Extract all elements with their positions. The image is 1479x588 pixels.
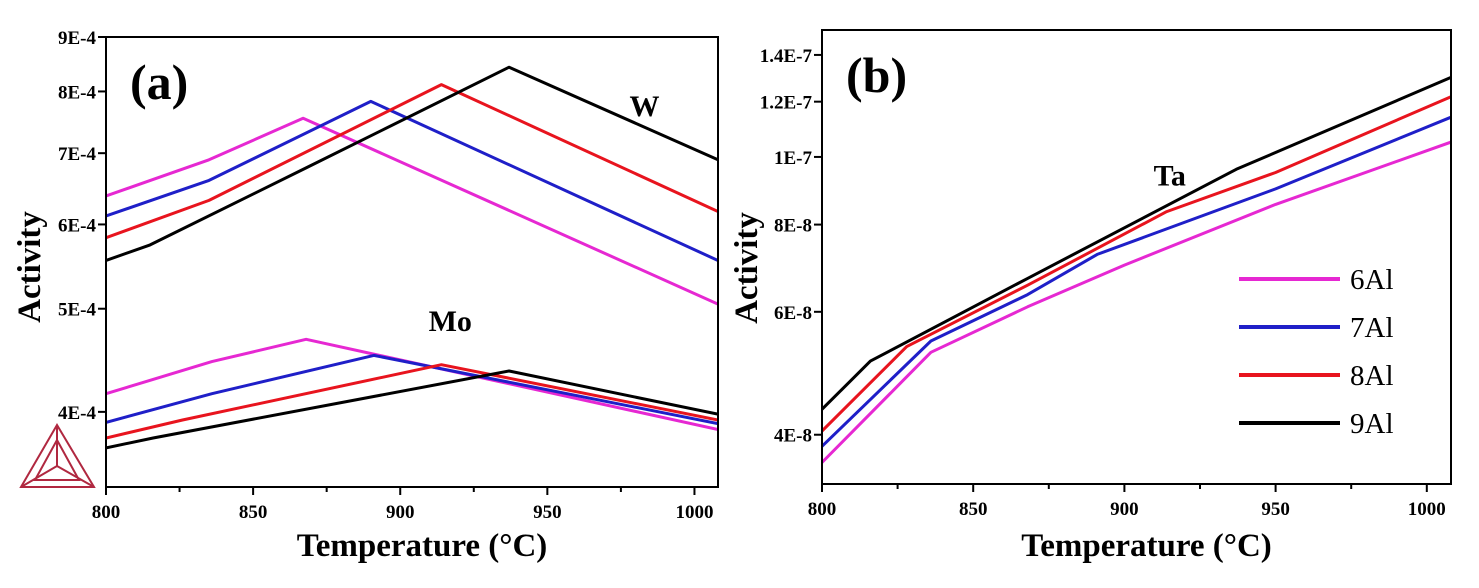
panel-a-panel-label: (a) [130, 54, 188, 110]
panel-a-ytick-label: 9E-4 [58, 28, 97, 49]
panel-a-series-w-7al [106, 99, 718, 262]
logo-spoke [20, 465, 58, 488]
panel-a-xtick-label: 900 [386, 502, 415, 523]
panel-a-annotation-mo: Mo [429, 305, 472, 338]
logo-outer-triangle [19, 423, 96, 488]
panel-b-ytick-label: 4E-8 [774, 426, 812, 447]
panel-a-ytick-label: 5E-4 [58, 300, 97, 321]
panel-a-series-mo-7al [106, 353, 718, 426]
panel-b-ytick-label: 1.2E-7 [760, 93, 813, 114]
panel-b-xtick-label: 850 [959, 499, 988, 520]
panel-a-series-w-6al [106, 116, 718, 306]
panel-b-xlabel: Temperature (°C) [1021, 528, 1272, 564]
panel-a-ylabel: Activity [12, 211, 48, 323]
panel-b-series-group [822, 76, 1451, 464]
panel-a-frame [105, 36, 719, 488]
panel-b-ytick-label: 1.4E-7 [760, 46, 813, 67]
panel-a-xtick-label: 950 [533, 502, 562, 523]
panel-a-xlabel: Temperature (°C) [297, 528, 548, 564]
panel-b-xtick-label: 900 [1110, 499, 1139, 520]
legend-label-8al: 8Al [1350, 360, 1394, 392]
panel-a-series-mo-6al [106, 337, 718, 431]
logo-spoke [56, 465, 95, 488]
panel-a-ytick-label: 6E-4 [58, 215, 97, 236]
panel-a-ytick-label: 7E-4 [58, 144, 97, 165]
panel-b-xtick-label: 950 [1261, 499, 1290, 520]
panel-b-frame [821, 29, 1452, 485]
panel-a-series-group [106, 65, 718, 450]
panel-b-annotation-ta: Ta [1154, 160, 1186, 193]
panel-b-ytick-label: 8E-8 [774, 216, 812, 237]
panel-b-xtick-label: 1000 [1408, 499, 1446, 520]
panel-b-ytick-label: 6E-8 [774, 303, 812, 324]
legend-label-6al: 6Al [1350, 264, 1394, 296]
panel-b-ylabel: Activity [729, 212, 765, 324]
panel-b-xtick-label: 800 [808, 499, 837, 520]
panel-b-series-7al [822, 115, 1451, 448]
panel-a-series-w-8al [106, 83, 718, 240]
panel-a-xtick-label: 850 [239, 502, 268, 523]
panel-a-ytick-label: 8E-4 [58, 82, 97, 103]
panel-a-annotation-w: W [629, 90, 659, 123]
panel-b-panel-label: (b) [846, 47, 907, 103]
legend-label-9al: 9Al [1350, 408, 1394, 440]
panel-a-xtick-label: 1000 [675, 502, 713, 523]
legend-label-7al: 7Al [1350, 312, 1394, 344]
panel-a-series-w-9al [106, 65, 718, 262]
panel-a-xtick-label: 800 [92, 502, 121, 523]
panel-b-series-8al [822, 95, 1451, 433]
panel-a-ytick-label: 4E-4 [58, 403, 97, 424]
logo-inner-triangle [33, 437, 81, 481]
panel-b-series-9al [822, 76, 1451, 411]
panel-a-series-mo-8al [106, 363, 718, 440]
panel-b-series-6al [822, 140, 1451, 464]
panel-b-ytick-label: 1E-7 [774, 148, 813, 169]
logo-icon [19, 423, 96, 488]
panel-a-series-mo-9al [106, 369, 718, 450]
